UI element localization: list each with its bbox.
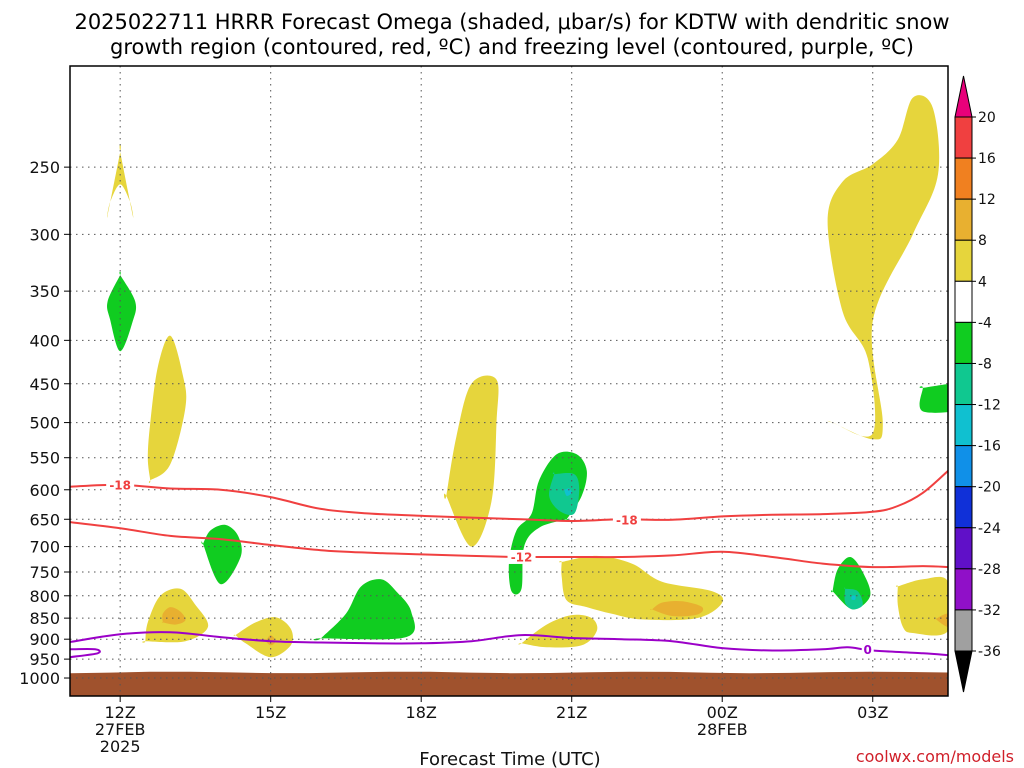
colorbar-label: -12 — [978, 398, 1001, 414]
grid-layer — [70, 66, 948, 696]
colorbar-swatch — [954, 157, 973, 200]
omega-region-pos4 — [233, 617, 293, 658]
contour-label-bg — [507, 549, 536, 564]
y-tick-label: 600 — [29, 481, 60, 500]
ground-fill — [70, 671, 948, 696]
chart-title-line1: 2025022711 HRRR Forecast Omega (shaded, … — [74, 10, 949, 34]
x-tick-label: 2025 — [100, 737, 141, 756]
contour-label-layer: -18 -18 -12 0 — [106, 477, 874, 657]
colorbar-swatch — [954, 362, 973, 406]
y-tick-label: 350 — [29, 282, 60, 301]
omega-region-pos8 — [650, 600, 704, 617]
colorbar-label: 20 — [978, 110, 996, 126]
colorbar-label: 16 — [978, 151, 996, 167]
colorbar-swatch — [954, 116, 973, 159]
colorbar-label: 12 — [978, 192, 996, 208]
colorbar-swatch — [954, 609, 973, 652]
freezing-contour-0 — [70, 631, 948, 657]
y-tick-label: 650 — [29, 510, 60, 529]
y-tick-label: 400 — [29, 331, 60, 350]
colorbar-label: -8 — [978, 356, 992, 372]
colorbar-label: -32 — [978, 603, 1001, 619]
contour-label: 0 — [864, 643, 872, 657]
omega-region-pos8 — [933, 613, 948, 627]
colorbar-swatch — [954, 486, 973, 529]
x-tick-label: 00Z — [707, 703, 738, 722]
colorbar-label: -24 — [978, 521, 1001, 537]
y-tick-label: 800 — [29, 587, 60, 606]
colorbar-swatch — [954, 568, 973, 611]
x-tick-label: 15Z — [255, 703, 286, 722]
y-tick-label: 300 — [29, 225, 60, 244]
x-axis-label: Forecast Time (UTC) — [419, 749, 600, 768]
omega-region-pos4 — [147, 335, 187, 483]
x-tick-label: 28FEB — [697, 720, 748, 739]
colorbar-swatch — [954, 75, 973, 118]
omega-region-neg4 — [313, 579, 415, 641]
contour-label-bg — [861, 642, 874, 657]
y-tick-label: 550 — [29, 449, 60, 468]
x-tick-label: 12Z — [105, 703, 136, 722]
omega-region-pos4 — [443, 375, 499, 547]
colorbar-swatch — [954, 527, 973, 570]
omega-fill-layer — [107, 95, 948, 658]
omega-region-pos4 — [518, 614, 598, 648]
omega-region-neg12 — [851, 595, 856, 600]
contour-label: -12 — [511, 550, 533, 564]
omega-region-pos4 — [827, 95, 940, 440]
colorbar: 20 16 12 8 4 -4 -8 -12 -16 -20 -24 -28 -32 -36 — [954, 75, 1001, 693]
x-tick-label: 18Z — [406, 703, 437, 722]
contour-label-bg — [106, 477, 135, 492]
y-tick-label: 700 — [29, 538, 60, 557]
y-tick-label: 500 — [29, 414, 60, 433]
colorbar-label: -36 — [978, 644, 1001, 660]
ground-layer — [70, 671, 948, 696]
dgz-contour-18 — [70, 470, 948, 523]
contour-label-bg — [612, 512, 641, 527]
colorbar-swatch — [954, 445, 973, 488]
x-tick-label: 27FEB — [95, 720, 146, 739]
y-axis: 250 300 350 400 450 500 550 600 650 700 750 800 850 9… — [19, 158, 70, 688]
y-tick-label: 1000 — [19, 669, 60, 688]
colorbar-swatch — [954, 280, 973, 323]
x-tick-label: 21Z — [556, 703, 587, 722]
credit-link[interactable]: coolwx.com/models — [856, 747, 1014, 766]
freezing-contour-0 — [70, 647, 101, 659]
omega-region-pos4 — [895, 576, 948, 636]
colorbar-label: 4 — [978, 274, 987, 290]
y-tick-label: 900 — [29, 630, 60, 649]
omega-region-neg4 — [201, 524, 242, 585]
colorbar-swatch — [954, 321, 973, 364]
omega-region-pos8 — [161, 607, 186, 625]
y-tick-label: 250 — [29, 158, 60, 177]
colorbar-label: -16 — [978, 439, 1001, 455]
x-tick-label: 03Z — [857, 703, 888, 722]
colorbar-label: 8 — [978, 233, 987, 249]
colorbar-swatch — [954, 239, 973, 282]
y-tick-label: 950 — [29, 650, 60, 669]
colorbar-swatch — [954, 650, 973, 693]
contour-label: -18 — [616, 513, 638, 527]
y-tick-label: 750 — [29, 563, 60, 582]
colorbar-swatch — [954, 404, 973, 447]
colorbar-swatch — [954, 198, 973, 241]
omega-region-neg4 — [919, 383, 948, 413]
y-tick-label: 850 — [29, 609, 60, 628]
omega-region-neg12 — [563, 488, 572, 496]
plot-frame — [69, 65, 949, 697]
chart-title-line2: growth region (contoured, red, ºC) and f… — [110, 35, 914, 59]
omega-region-neg4 — [107, 271, 137, 352]
contour-label: -18 — [109, 478, 131, 492]
y-tick-label: 450 — [29, 375, 60, 394]
colorbar-label: -4 — [978, 315, 992, 331]
colorbar-label: -28 — [978, 562, 1001, 578]
plot-area: -18 -18 -12 0 — [69, 65, 949, 697]
colorbar-label: -20 — [978, 480, 1001, 496]
